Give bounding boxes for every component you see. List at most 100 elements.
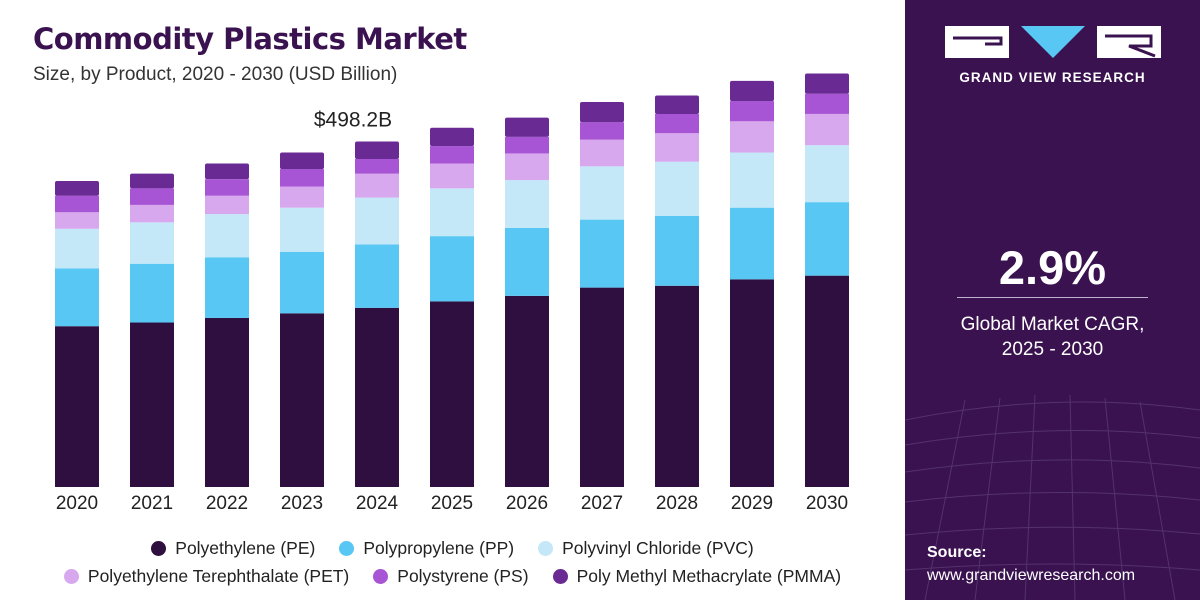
bar-2030-polypropylene-pp xyxy=(805,202,849,276)
bar-2021-poly-methyl-methacrylate-pmma xyxy=(130,173,174,189)
bar-2022-polypropylene-pp xyxy=(205,257,249,318)
bar-2027-polystyrene-ps xyxy=(580,122,624,140)
source-url[interactable]: www.grandviewresearch.com xyxy=(927,567,1136,584)
bar-2023-polyvinyl-chloride-pvc xyxy=(280,207,324,252)
cagr-value: 2.9% xyxy=(998,241,1107,294)
bar-2030-polyethylene-pe xyxy=(805,275,849,487)
bar-stack-2020 xyxy=(55,181,99,487)
bar-2030-poly-methyl-methacrylate-pmma xyxy=(805,73,849,94)
bar-2020-polyethylene-pe xyxy=(55,326,99,487)
bar-2022-polyvinyl-chloride-pvc xyxy=(205,214,249,258)
bar-2024-poly-methyl-methacrylate-pmma xyxy=(355,141,399,159)
stacked-bar-chart: 2020 2021 2022 2023 2024 2025 2026 2027 2028 2029… xyxy=(55,73,849,514)
legend-dot-pe xyxy=(151,541,167,556)
legend-label-ps: Polystyrene (PS) xyxy=(397,566,529,586)
x-tick-label-2022: 2022 xyxy=(206,493,248,514)
cagr-description: Global Market CAGR, 2025 - 2030 xyxy=(905,312,1200,362)
bar-2025-polyethylene-pe xyxy=(430,301,474,487)
legend-row-2: Polyethylene Terephthalate (PET) Polysty… xyxy=(0,566,905,587)
bar-stack-2022 xyxy=(205,163,249,487)
source-label: Source: xyxy=(927,544,987,561)
chart-subtitle: Size, by Product, 2020 - 2030 (USD Billi… xyxy=(33,64,398,85)
bar-2024-polyethylene-terephthalate-pet xyxy=(355,173,399,198)
bar-2021-polyethylene-terephthalate-pet xyxy=(130,204,174,223)
bar-2030-polystyrene-ps xyxy=(805,93,849,114)
bar-stack-2029 xyxy=(730,80,774,487)
x-tick-label-2024: 2024 xyxy=(356,493,399,514)
cagr-label-line1: Global Market CAGR, xyxy=(960,314,1145,335)
bar-2024-polyvinyl-chloride-pvc xyxy=(355,197,399,245)
bar-2020-polyethylene-terephthalate-pet xyxy=(55,212,99,229)
bar-2028-polystyrene-ps xyxy=(655,113,699,134)
x-tick-label-2029: 2029 xyxy=(731,493,773,514)
legend-item-pe: Polyethylene (PE) xyxy=(151,538,315,559)
x-tick-label-2026: 2026 xyxy=(506,493,548,514)
legend-dot-pet xyxy=(63,569,79,584)
legend-label-pet: Polyethylene Terephthalate (PET) xyxy=(87,566,350,586)
bar-2029-polyvinyl-chloride-pvc xyxy=(730,152,774,208)
bar-2028-polyethylene-terephthalate-pet xyxy=(655,133,699,162)
bar-2029-polyethylene-pe xyxy=(730,279,774,487)
bar-2022-polystyrene-ps xyxy=(205,179,249,196)
bar-2026-polyvinyl-chloride-pvc xyxy=(505,180,549,228)
legend-dot-ps xyxy=(373,569,389,584)
x-tick-label-2027: 2027 xyxy=(581,493,623,514)
x-tick-label-2021: 2021 xyxy=(131,493,173,514)
chart-title: Commodity Plastics Market xyxy=(33,22,467,56)
bar-2026-polystyrene-ps xyxy=(505,136,549,154)
bar-2026-polypropylene-pp xyxy=(505,227,549,296)
legend-label-pp: Polypropylene (PP) xyxy=(363,538,515,558)
cagr-divider xyxy=(957,297,1148,298)
legend-item-ps: Polystyrene (PS) xyxy=(373,566,529,587)
bar-2023-polystyrene-ps xyxy=(280,169,324,187)
bar-2024-polystyrene-ps xyxy=(355,158,399,174)
info-sidebar: GRAND VIEW RESEARCH 2.9% Global Market C… xyxy=(905,0,1200,600)
bar-2022-poly-methyl-methacrylate-pmma xyxy=(205,163,249,180)
bar-2024-polyethylene-pe xyxy=(355,307,399,487)
bar-2027-polyvinyl-chloride-pvc xyxy=(580,166,624,220)
bar-2025-polyvinyl-chloride-pvc xyxy=(430,188,474,237)
bar-2028-poly-methyl-methacrylate-pmma xyxy=(655,95,699,114)
bar-2024-polypropylene-pp xyxy=(355,244,399,308)
bar-stack-2023 xyxy=(280,152,324,487)
bar-2025-polyethylene-terephthalate-pet xyxy=(430,163,474,189)
bar-stack-2027 xyxy=(580,101,624,487)
legend-row-1: Polyethylene (PE) Polypropylene (PP) Pol… xyxy=(0,538,905,559)
x-tick-label-2023: 2023 xyxy=(281,493,323,514)
bar-stack-2021 xyxy=(130,173,174,487)
legend-item-pp: Polypropylene (PP) xyxy=(339,538,514,559)
bar-2026-polyethylene-pe xyxy=(505,295,549,487)
brand-name: GRAND VIEW RESEARCH xyxy=(959,70,1146,85)
bar-2027-polypropylene-pp xyxy=(580,219,624,288)
bar-2027-poly-methyl-methacrylate-pmma xyxy=(580,101,624,123)
bar-2022-polyethylene-terephthalate-pet xyxy=(205,195,249,215)
x-tick-label-2028: 2028 xyxy=(656,493,698,514)
legend-dot-pmma xyxy=(552,569,568,584)
bar-2028-polyvinyl-chloride-pvc xyxy=(655,161,699,216)
bar-stack-2024 xyxy=(355,141,399,487)
bar-2021-polystyrene-ps xyxy=(130,188,174,205)
legend-label-pmma: Poly Methyl Methacrylate (PMMA) xyxy=(576,566,842,586)
x-tick-label-2030: 2030 xyxy=(806,493,848,514)
bar-2021-polypropylene-pp xyxy=(130,263,174,323)
bar-2029-polyethylene-terephthalate-pet xyxy=(730,121,774,153)
bar-2021-polyvinyl-chloride-pvc xyxy=(130,222,174,264)
x-tick-label-2020: 2020 xyxy=(56,493,98,514)
bar-2028-polypropylene-pp xyxy=(655,215,699,286)
bar-2026-polyethylene-terephthalate-pet xyxy=(505,153,549,181)
legend-label-pvc: Polyvinyl Chloride (PVC) xyxy=(562,538,754,558)
gvr-logo-icon xyxy=(945,26,1161,58)
bar-2025-polypropylene-pp xyxy=(430,236,474,302)
chart-panel: Commodity Plastics Market Size, by Produ… xyxy=(0,22,905,587)
bar-2029-polystyrene-ps xyxy=(730,101,774,122)
bar-2029-poly-methyl-methacrylate-pmma xyxy=(730,80,774,102)
legend-dot-pp xyxy=(339,541,355,556)
decorative-grid xyxy=(905,394,1200,600)
bar-2022-polyethylene-pe xyxy=(205,317,249,487)
bar-stack-2025 xyxy=(430,127,474,487)
bar-2027-polyethylene-terephthalate-pet xyxy=(580,139,624,167)
bar-2026-poly-methyl-methacrylate-pmma xyxy=(505,117,549,137)
legend-item-pmma: Poly Methyl Methacrylate (PMMA) xyxy=(552,566,842,587)
cagr-label-line2: 2025 - 2030 xyxy=(1001,339,1104,360)
bar-2023-polypropylene-pp xyxy=(280,251,324,314)
